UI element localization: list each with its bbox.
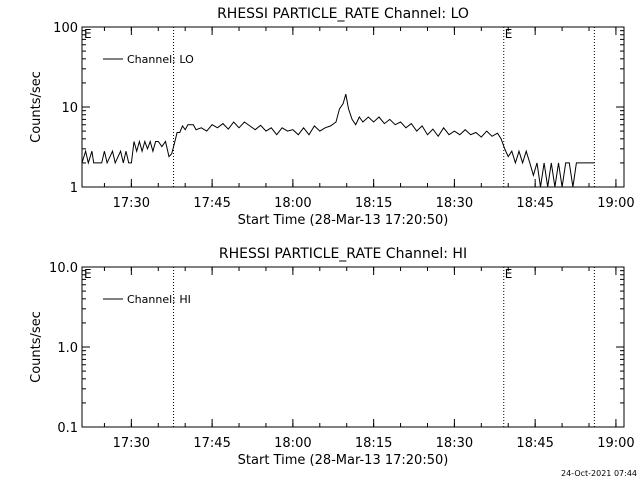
- y-tick-label: 10: [61, 101, 78, 116]
- x-tick-label: 17:30: [113, 436, 150, 451]
- chart-panel-lo: RHESSI PARTICLE_RATE Channel: LO 17:30 17:…: [29, 6, 635, 228]
- chart-title: RHESSI PARTICLE_RATE Channel: LO: [217, 6, 469, 22]
- x-tick-label: 19:00: [597, 196, 634, 211]
- y-tick-label: 10.0: [49, 261, 78, 276]
- x-tick-label: 17:30: [113, 196, 150, 211]
- plot-frame: [81, 26, 625, 188]
- x-tick-label: 18:15: [355, 196, 392, 211]
- left-marker-label: E: [84, 27, 92, 41]
- chart-title: RHESSI PARTICLE_RATE Channel: HI: [219, 246, 467, 262]
- x-tick-label: 18:30: [436, 196, 473, 211]
- x-tick-label: 17:45: [193, 196, 230, 211]
- x-tick-label: 17:45: [193, 436, 230, 451]
- x-tick-label: 19:00: [597, 436, 634, 451]
- chart-panel-hi: RHESSI PARTICLE_RATE Channel: HI 17:30 17:…: [29, 246, 635, 468]
- x-tick-label: 18:00: [274, 436, 311, 451]
- y-tick-label: 1: [70, 181, 78, 196]
- left-marker-label: E: [84, 267, 92, 281]
- y-tick-label: 0.1: [57, 421, 78, 436]
- legend-label: Channel: LO: [127, 53, 194, 66]
- y-axis-label: Counts/sec: [29, 311, 44, 383]
- y-axis-label: Counts/sec: [29, 71, 44, 143]
- y-tick-label: 1.0: [57, 341, 78, 356]
- x-tick-label: 18:30: [436, 436, 473, 451]
- x-axis-label: Start Time (28-Mar-13 17:20:50): [238, 453, 449, 468]
- y-tick-label: 100: [53, 21, 78, 36]
- series-line: [81, 93, 595, 188]
- x-tick-label: 18:00: [274, 196, 311, 211]
- event-marker-label: E: [505, 267, 513, 281]
- event-marker-label: E: [505, 27, 513, 41]
- legend-label: Channel: HI: [127, 293, 191, 306]
- footer-timestamp: 24-Oct-2021 07:44: [561, 469, 637, 478]
- x-tick-label: 18:15: [355, 436, 392, 451]
- x-tick-label: 18:45: [516, 196, 553, 211]
- plot-frame: [81, 266, 625, 428]
- x-axis-label: Start Time (28-Mar-13 17:20:50): [238, 213, 449, 228]
- x-tick-label: 18:45: [516, 436, 553, 451]
